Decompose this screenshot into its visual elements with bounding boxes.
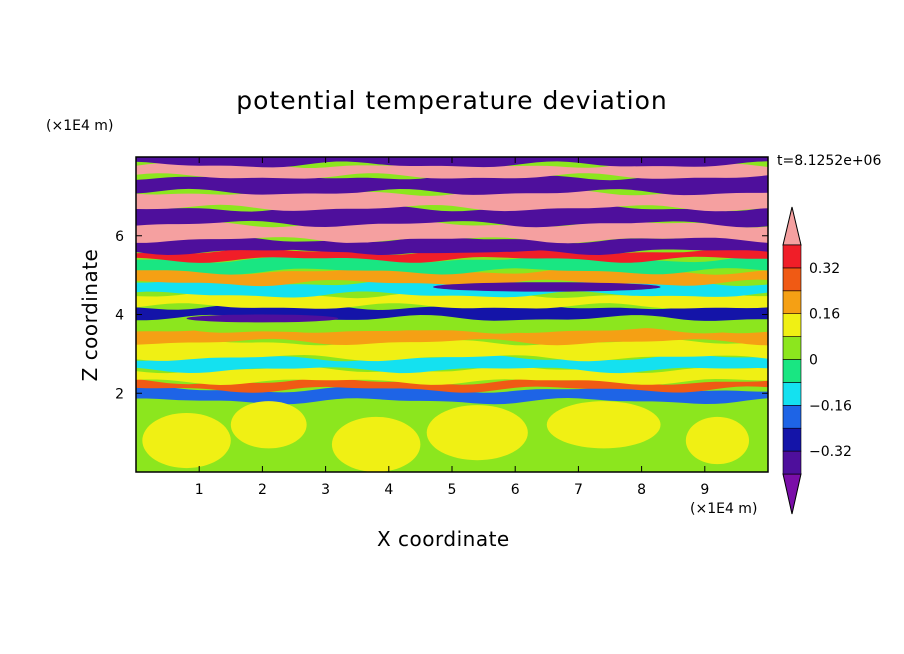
contour-band <box>136 248 768 263</box>
x-axis-unit: (×1E4 m) <box>690 501 758 517</box>
contour-field <box>136 157 768 472</box>
contour-blob <box>331 416 421 472</box>
colorbar-tick-label: 0.16 <box>809 307 840 323</box>
z-tick-label: 2 <box>115 386 124 402</box>
time-label: t=8.1252e+06 <box>777 153 882 169</box>
colorbar-max-extension <box>782 206 802 246</box>
z-axis-unit: (×1E4 m) <box>46 118 114 134</box>
contour-band <box>136 326 768 346</box>
colorbar-tick-label: −0.32 <box>809 444 852 460</box>
x-tick-label: 1 <box>195 482 204 498</box>
contour-blob <box>546 401 661 449</box>
contour-band <box>136 173 768 196</box>
colorbar-min-extension <box>782 473 802 515</box>
colorbar-segment <box>782 382 802 406</box>
colorbar-segment <box>782 336 802 360</box>
colorbar-segment <box>782 450 802 475</box>
colorbar-segment <box>782 359 802 383</box>
contour-band <box>136 188 768 212</box>
contour-blob <box>186 314 339 323</box>
x-tick-label: 3 <box>321 482 330 498</box>
colorbar-segment <box>782 313 802 337</box>
colorbar: 0.32 0.16 0 −0.16 −0.32 <box>782 206 852 515</box>
contour-band <box>136 354 768 374</box>
contour-blob <box>685 416 750 465</box>
z-axis-ticks: 2 4 6 <box>115 229 768 402</box>
contour-blob <box>433 282 661 292</box>
x-tick-label: 6 <box>511 482 520 498</box>
z-tick-label: 6 <box>115 229 124 245</box>
colorbar-tick-label: 0 <box>809 353 818 369</box>
x-tick-label: 7 <box>574 482 583 498</box>
colorbar-segment <box>782 427 802 452</box>
x-tick-label: 2 <box>258 482 267 498</box>
contour-band <box>136 161 768 179</box>
contour-band <box>136 220 768 244</box>
x-axis-label: X coordinate <box>377 527 510 551</box>
contour-blob <box>426 405 528 461</box>
colorbar-segment <box>782 244 802 269</box>
contour-blob <box>230 401 307 449</box>
contour-band <box>136 338 768 362</box>
colorbar-tick-label: 0.32 <box>809 261 840 277</box>
colorbar-segment <box>782 404 802 429</box>
x-tick-label: 4 <box>384 482 393 498</box>
chart-title: potential temperature deviation <box>236 86 668 115</box>
contour-blob <box>142 412 231 469</box>
x-axis-ticks: 1 2 3 4 5 6 7 8 9 <box>195 157 709 498</box>
x-tick-label: 8 <box>637 482 646 498</box>
contour-blob <box>281 242 560 254</box>
x-tick-label: 5 <box>448 482 457 498</box>
x-tick-label: 9 <box>700 482 709 498</box>
contour-band <box>136 267 768 287</box>
colorbar-segment <box>782 290 802 314</box>
colorbar-segment <box>782 267 802 292</box>
colorbar-tick-label: −0.16 <box>809 398 852 414</box>
contour-band <box>136 255 768 275</box>
z-tick-label: 4 <box>115 308 124 324</box>
contour-band <box>136 385 768 405</box>
